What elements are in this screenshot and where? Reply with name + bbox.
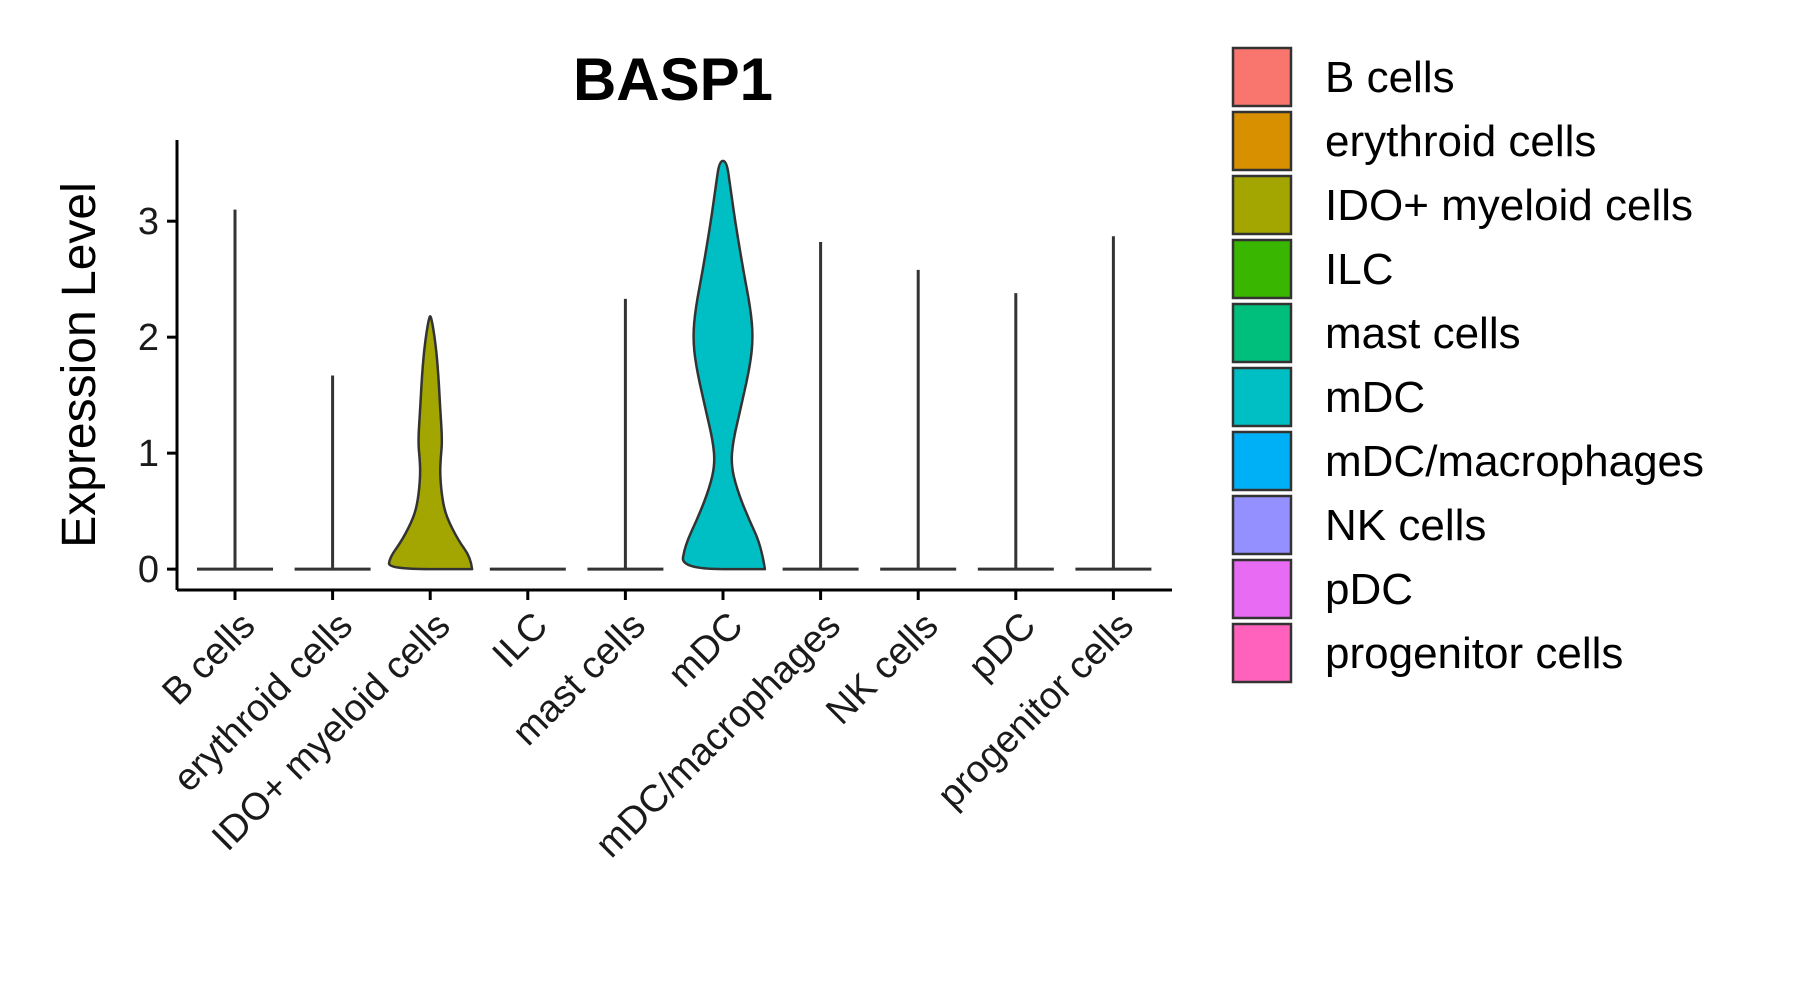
legend-swatch xyxy=(1231,174,1293,236)
legend-swatch xyxy=(1231,238,1293,300)
legend-swatch xyxy=(1231,430,1293,492)
x-tick-label: ILC xyxy=(485,605,557,677)
y-axis: 0 1 2 3 xyxy=(138,140,179,591)
violin-ido-myeloid-cells xyxy=(387,315,474,571)
legend-swatch xyxy=(1231,494,1293,556)
legend-label: IDO+ myeloid cells xyxy=(1325,181,1693,230)
y-tick-label: 3 xyxy=(138,201,159,243)
y-tick-label: 0 xyxy=(138,549,159,591)
legend-swatch xyxy=(1231,46,1293,108)
legend-label: NK cells xyxy=(1325,501,1486,550)
legend-label: mDC xyxy=(1325,373,1425,422)
legend-label: ILC xyxy=(1325,245,1393,294)
legend-label: mDC/macrophages xyxy=(1325,437,1704,486)
y-tick-label: 2 xyxy=(138,317,159,359)
legend-label: B cells xyxy=(1325,53,1455,102)
y-tick-label: 1 xyxy=(138,433,159,475)
legend-swatch xyxy=(1231,622,1293,684)
legend-label: pDC xyxy=(1325,565,1413,614)
legend: B cells erythroid cells IDO+ myeloid cells… xyxy=(1231,46,1704,684)
violin-mdc xyxy=(681,159,767,571)
legend-swatch xyxy=(1231,110,1293,172)
x-tick-label: pDC xyxy=(961,605,1044,688)
legend-label: progenitor cells xyxy=(1325,629,1623,678)
legend-label: erythroid cells xyxy=(1325,117,1596,166)
legend-swatch xyxy=(1231,302,1293,364)
plot-area xyxy=(197,159,1152,571)
legend-swatch xyxy=(1231,366,1293,428)
x-tick-label: mDC xyxy=(660,605,751,696)
legend-label: mast cells xyxy=(1325,309,1521,358)
legend-swatch xyxy=(1231,558,1293,620)
y-axis-label: Expression Level xyxy=(53,182,106,548)
chart-title: BASP1 xyxy=(573,46,773,113)
